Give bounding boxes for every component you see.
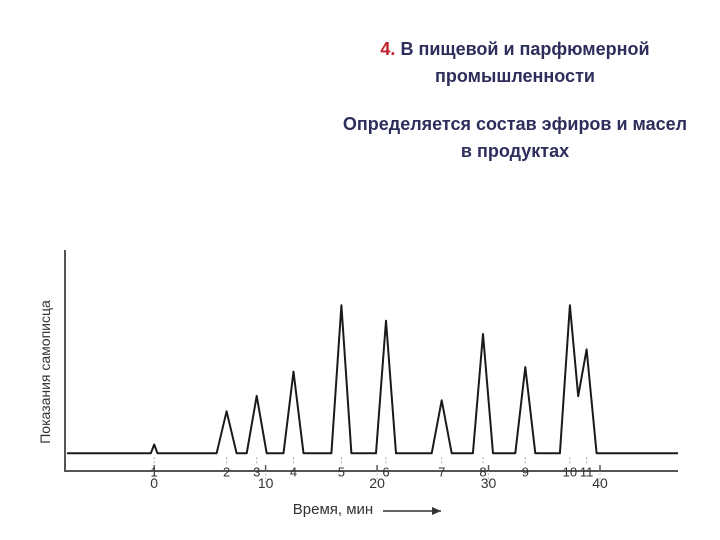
x-axis-label: Время, мин (293, 501, 373, 518)
peak-label-8: 8 (479, 464, 486, 479)
x-tick-label-0: 0 (150, 475, 158, 491)
x-tick-label-10: 10 (258, 475, 274, 491)
y-axis-label: Показания самописца (37, 300, 53, 444)
slide-body: Определяется состав эфиров и масел в про… (342, 114, 688, 161)
x-tick-label-30: 30 (481, 475, 497, 491)
peak-labels: 1 2 3 4 5 6 7 8 9 10 11 (151, 457, 594, 479)
slide-number: 4. (380, 39, 396, 59)
slide-heading: 4. В пищевой и парфюмерной промышленност… (340, 36, 690, 90)
peak-label-4: 4 (290, 464, 297, 479)
peak-label-6: 6 (382, 464, 389, 479)
peak-label-2: 2 (223, 464, 230, 479)
peak-label-1: 1 (151, 464, 158, 479)
x-tick-label-40: 40 (592, 475, 608, 491)
x-ticks: 0 10 20 30 40 (150, 465, 608, 491)
x-tick-label-20: 20 (369, 475, 385, 491)
slide-text-block: 4. В пищевой и парфюмерной промышленност… (340, 36, 690, 165)
peak-label-10: 10 (563, 464, 577, 479)
peak-label-9: 9 (522, 464, 529, 479)
peak-label-7: 7 (438, 464, 445, 479)
peak-label-5: 5 (338, 464, 345, 479)
x-axis-arrow-head (432, 507, 441, 515)
chromatogram-trace (67, 304, 678, 455)
peak-label-3: 3 (253, 464, 260, 479)
slide-heading-text: В пищевой и парфюмерной промышленности (400, 39, 650, 86)
peak-label-11: 11 (580, 464, 594, 479)
